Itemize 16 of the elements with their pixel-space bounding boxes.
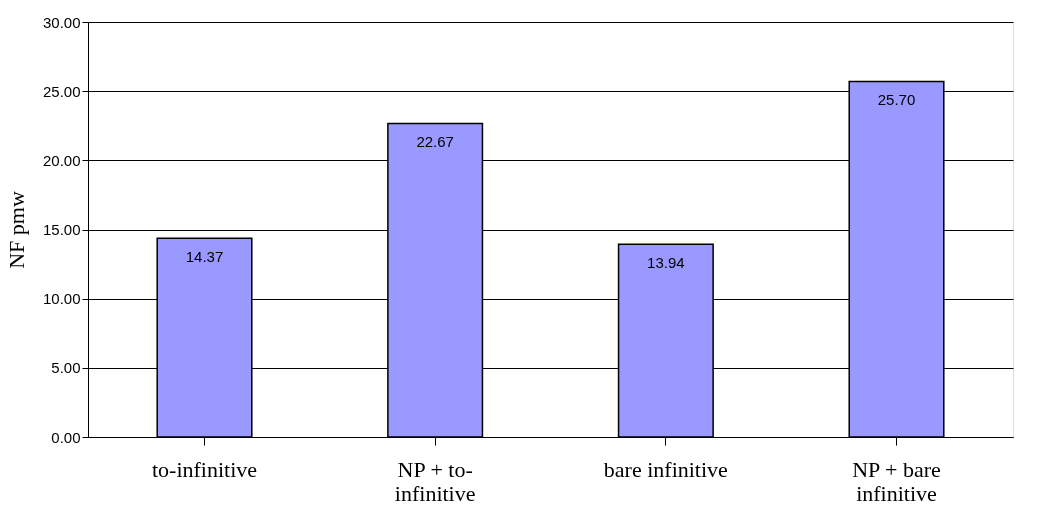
y-tick-label: 10.00 bbox=[42, 290, 81, 308]
y-tick-label: 20.00 bbox=[42, 151, 81, 169]
y-tick-label: 0.00 bbox=[51, 428, 81, 446]
x-tick-label: NP + bare infinitive bbox=[852, 456, 941, 506]
data-label: 22.67 bbox=[416, 133, 454, 151]
data-label: 13.94 bbox=[647, 254, 685, 272]
y-tick-label: 25.00 bbox=[42, 82, 81, 100]
y-tick-label: 5.00 bbox=[51, 359, 81, 377]
data-label: 25.70 bbox=[877, 91, 916, 109]
y-axis-title: NF pmw bbox=[3, 191, 29, 269]
x-tick-label: to-infinitive bbox=[151, 456, 258, 482]
y-tick-label: 30.00 bbox=[42, 13, 81, 31]
y-tick-label: 15.00 bbox=[42, 221, 81, 238]
x-tick-label: bare infinitive bbox=[603, 456, 728, 482]
data-label: 14.37 bbox=[185, 248, 224, 266]
x-tick-label: NP + to-infinitive bbox=[394, 456, 476, 506]
